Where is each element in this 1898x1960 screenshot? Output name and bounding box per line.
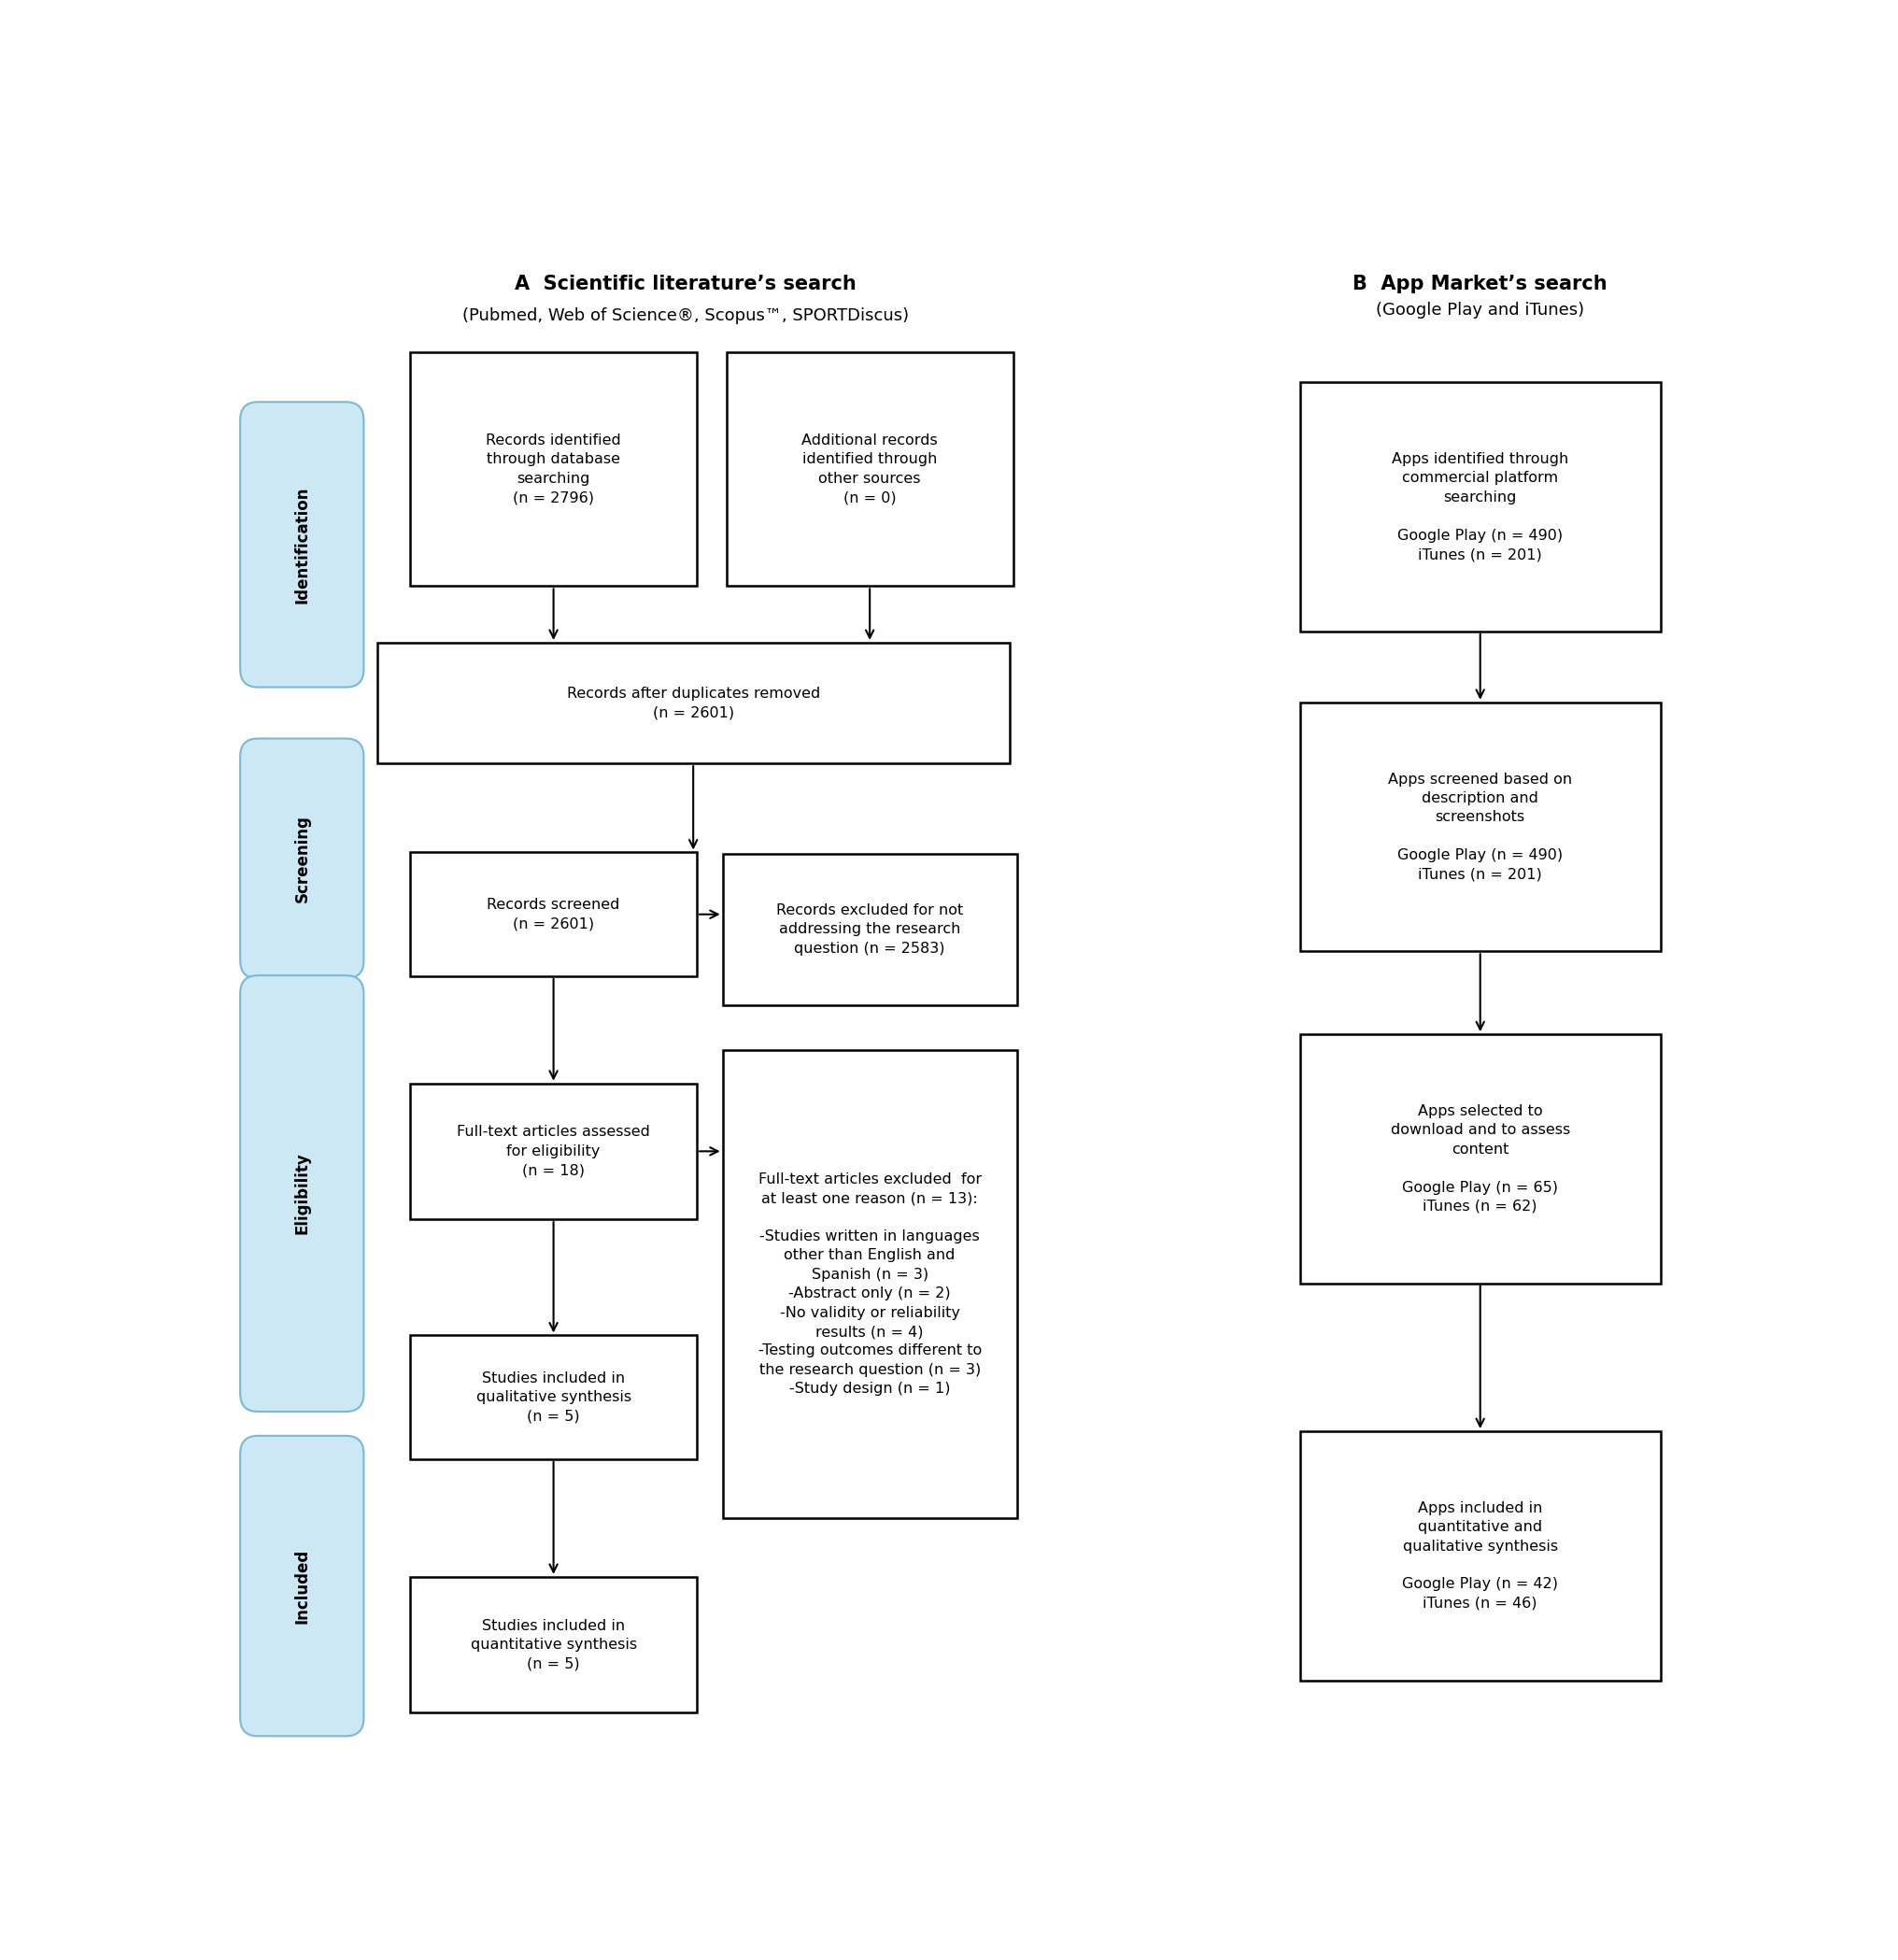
Text: Apps included in
quantitative and
qualitative synthesis

Google Play (n = 42)
iT: Apps included in quantitative and qualit… [1403, 1501, 1558, 1611]
Text: Screening: Screening [294, 815, 311, 902]
FancyBboxPatch shape [410, 1335, 697, 1458]
FancyBboxPatch shape [723, 855, 1017, 1005]
Text: (Google Play and iTunes): (Google Play and iTunes) [1376, 302, 1585, 318]
Text: Apps selected to
download and to assess
content

Google Play (n = 65)
iTunes (n : Apps selected to download and to assess … [1391, 1103, 1570, 1213]
Text: Records excluded for not
addressing the research
question (n = 2583): Records excluded for not addressing the … [776, 904, 964, 955]
Text: Full-text articles assessed
for eligibility
(n = 18): Full-text articles assessed for eligibil… [457, 1125, 651, 1178]
Text: Full-text articles excluded  for
at least one reason (n = 13):

-Studies written: Full-text articles excluded for at least… [757, 1172, 981, 1396]
Text: Apps identified through
commercial platform
searching

Google Play (n = 490)
iTu: Apps identified through commercial platf… [1391, 453, 1568, 561]
FancyBboxPatch shape [410, 853, 697, 976]
FancyBboxPatch shape [727, 353, 1014, 586]
Text: Identification: Identification [294, 486, 311, 604]
Text: Apps screened based on
description and
screenshots

Google Play (n = 490)
iTunes: Apps screened based on description and s… [1387, 772, 1572, 882]
FancyBboxPatch shape [1300, 1431, 1661, 1680]
FancyBboxPatch shape [410, 1084, 697, 1219]
Text: B  App Market’s search: B App Market’s search [1353, 274, 1608, 294]
FancyBboxPatch shape [241, 976, 364, 1411]
Text: Records identified
through database
searching
(n = 2796): Records identified through database sear… [486, 433, 621, 506]
Text: Additional records
identified through
other sources
(n = 0): Additional records identified through ot… [801, 433, 938, 506]
FancyBboxPatch shape [241, 739, 364, 978]
FancyBboxPatch shape [378, 643, 1010, 764]
Text: (Pubmed, Web of Science®, Scopus™, SPORTDiscus): (Pubmed, Web of Science®, Scopus™, SPORT… [463, 308, 909, 325]
FancyBboxPatch shape [241, 1437, 364, 1737]
FancyBboxPatch shape [410, 353, 697, 586]
Text: Records after duplicates removed
(n = 2601): Records after duplicates removed (n = 26… [568, 686, 820, 719]
FancyBboxPatch shape [1300, 1035, 1661, 1284]
Text: A  Scientific literature’s search: A Scientific literature’s search [514, 274, 856, 294]
Text: Included: Included [294, 1548, 311, 1623]
FancyBboxPatch shape [1300, 382, 1661, 631]
FancyBboxPatch shape [410, 1578, 697, 1713]
Text: Eligibility: Eligibility [294, 1152, 311, 1235]
Text: Records screened
(n = 2601): Records screened (n = 2601) [488, 898, 621, 931]
FancyBboxPatch shape [723, 1051, 1017, 1519]
FancyBboxPatch shape [1300, 702, 1661, 951]
Text: Studies included in
qualitative synthesis
(n = 5): Studies included in qualitative synthesi… [476, 1372, 632, 1423]
Text: Studies included in
quantitative synthesis
(n = 5): Studies included in quantitative synthes… [471, 1619, 636, 1670]
FancyBboxPatch shape [241, 402, 364, 688]
